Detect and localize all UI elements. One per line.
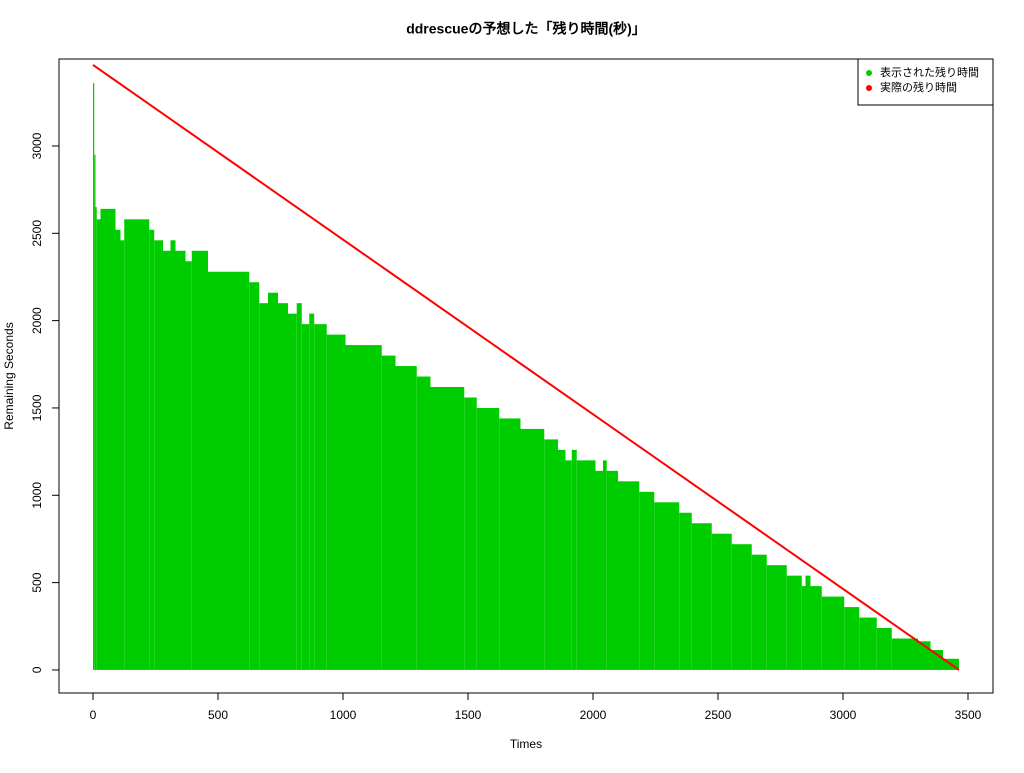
step-bar [606, 470, 618, 670]
x-tick-label: 500 [208, 708, 228, 722]
x-tick-label: 2500 [705, 708, 732, 722]
plot-area [92, 64, 960, 671]
step-bar [711, 533, 732, 670]
x-tick-label: 1500 [455, 708, 482, 722]
y-tick-label: 1000 [30, 482, 44, 509]
step-bar [731, 544, 752, 670]
step-bar [278, 303, 288, 670]
legend-marker [866, 70, 872, 76]
step-bar [891, 638, 918, 670]
step-bar [175, 250, 186, 670]
x-tick-label: 1000 [330, 708, 357, 722]
step-bar [805, 575, 811, 670]
step-bar [499, 418, 521, 670]
step-bar [576, 460, 596, 670]
step-bar [170, 240, 176, 670]
step-bar [544, 439, 558, 670]
step-bar [185, 261, 192, 670]
step-bar [476, 407, 500, 670]
x-tick-label: 0 [90, 708, 97, 722]
legend-label: 表示された残り時間 [880, 65, 979, 79]
step-bar [154, 240, 163, 670]
step-bar [288, 313, 297, 670]
step-bar [520, 428, 545, 670]
step-bar [751, 554, 767, 670]
step-bar [691, 523, 712, 670]
step-bar [301, 324, 310, 670]
step-bar [595, 470, 603, 670]
y-tick-label: 1500 [30, 394, 44, 421]
x-tick-label: 3000 [830, 708, 857, 722]
step-bar [115, 229, 121, 670]
step-bar [208, 271, 250, 670]
step-bar [654, 502, 680, 670]
step-bar [296, 303, 302, 670]
step-bar [149, 229, 155, 670]
step-bar [416, 376, 431, 670]
step-bar [430, 387, 465, 670]
y-tick-label: 3000 [30, 132, 44, 159]
y-axis-label: Remaining Seconds [2, 322, 16, 429]
step-bar [859, 617, 877, 670]
plot-frame [58, 58, 994, 694]
step-bar [268, 292, 278, 670]
step-bar [395, 366, 417, 670]
step-bar [314, 324, 327, 670]
step-bar [95, 207, 97, 670]
legend-box [857, 58, 994, 106]
legend-label: 実際の残り時間 [880, 80, 957, 94]
line [92, 64, 960, 671]
x-tick-label: 3500 [955, 708, 982, 722]
step-bar [844, 607, 860, 670]
step-bar [163, 250, 171, 670]
step-bar [571, 449, 577, 670]
step-bar [876, 628, 892, 670]
step-bar [464, 397, 477, 670]
step-bar [558, 449, 566, 670]
step-bar [639, 491, 655, 670]
step-bar [94, 154, 96, 670]
step-bar [100, 208, 116, 670]
step-bar [810, 586, 822, 670]
y-tick-label: 2500 [30, 220, 44, 247]
step-bar [93, 83, 95, 670]
step-bar [191, 250, 208, 670]
chart-title: ddrescueの予想した「残り時間(秒)」 [406, 21, 646, 37]
step-bar [120, 240, 125, 670]
step-bar [345, 345, 382, 670]
step-bar [381, 355, 396, 670]
step-bar [249, 282, 260, 670]
step-bar [679, 512, 692, 670]
step-bar [786, 575, 802, 670]
step-bar [603, 460, 607, 670]
y-tick-label: 500 [30, 572, 44, 592]
legend-marker [866, 85, 872, 91]
step-bar [766, 565, 787, 670]
step-bar [124, 219, 150, 670]
step-bar [326, 334, 346, 670]
step-bar [618, 481, 640, 670]
step-bar [309, 313, 315, 670]
step-bar [821, 596, 845, 670]
y-tick-label: 0 [30, 666, 44, 673]
y-tick-label: 2000 [30, 307, 44, 334]
step-bar [565, 460, 572, 670]
x-axis-label: Times [510, 737, 542, 751]
step-bar [96, 219, 101, 670]
step-bar [259, 303, 268, 670]
step-bar [930, 650, 943, 670]
step-bar [801, 586, 806, 670]
x-tick-label: 2000 [580, 708, 607, 722]
